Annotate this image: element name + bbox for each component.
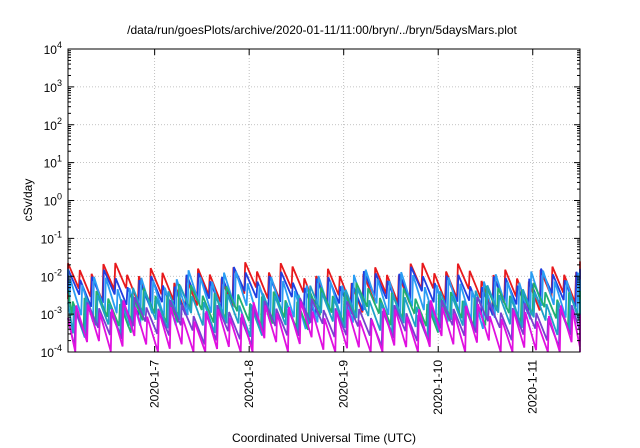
y-axis-label: cSv/day [21, 179, 35, 222]
series-line [67, 296, 581, 348]
series-line [67, 282, 581, 334]
series-group [67, 261, 581, 353]
x-tick-label: 2020-1-9 [337, 360, 351, 408]
y-tick-label: 103 [44, 78, 62, 95]
x-tick-label: 2020-1-7 [148, 360, 162, 408]
series-line [67, 284, 581, 339]
y-tick-label: 101 [44, 154, 62, 171]
y-tick-label: 10-2 [41, 267, 62, 284]
y-tick-label: 10-3 [41, 305, 62, 322]
x-tick-label: 2020-1-8 [242, 360, 256, 408]
y-tick-label: 10-1 [41, 229, 62, 246]
y-tick-label: 104 [44, 40, 62, 57]
series-line [67, 300, 581, 353]
x-axis-label: Coordinated Universal Time (UTC) [232, 431, 416, 445]
y-tick-label: 102 [44, 116, 62, 133]
x-tick-label: 2020-1-11 [526, 360, 540, 414]
x-tick-label: 2020-1-10 [431, 360, 445, 415]
chart-title: /data/run/goesPlots/archive/2020-01-11/1… [127, 23, 517, 37]
y-tick-label: 100 [44, 192, 62, 209]
y-tick-label: 10-4 [41, 343, 62, 360]
x-axis: 2020-1-7 2020-1-8 2020-1-9 2020-1-10 2020-1-… [148, 49, 540, 415]
